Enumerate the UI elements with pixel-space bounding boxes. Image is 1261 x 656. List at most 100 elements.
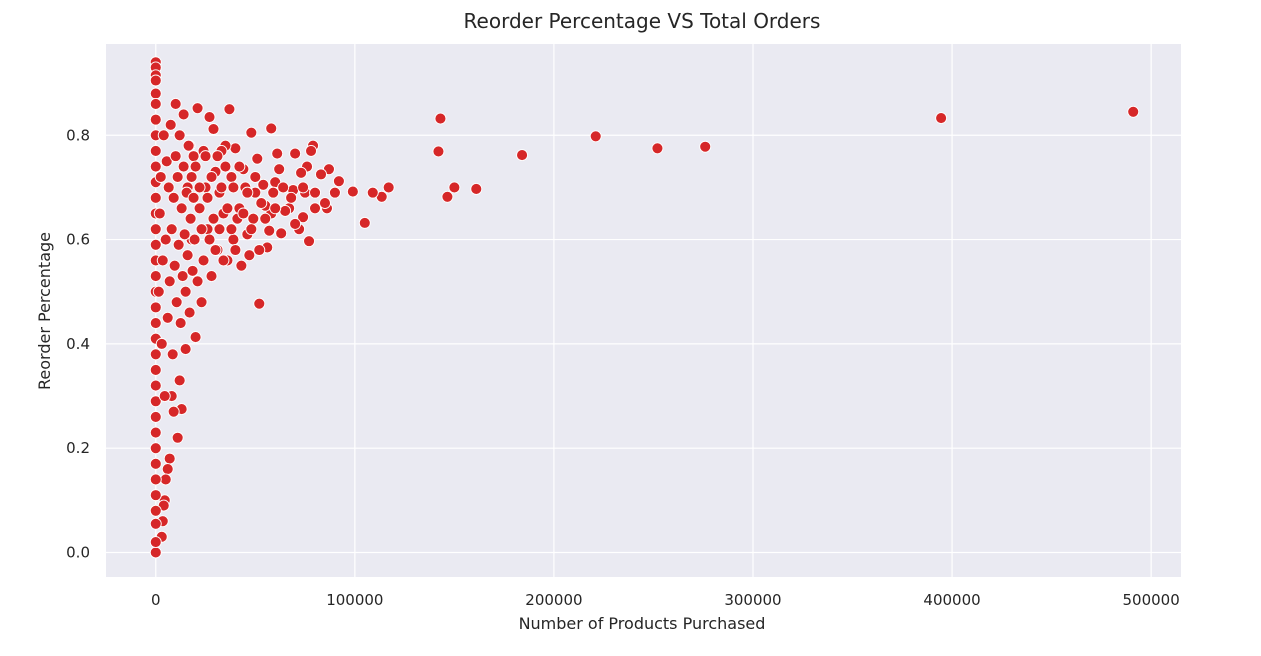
scatter-point [253, 244, 266, 256]
scatter-point [203, 111, 216, 123]
scatter-point [149, 223, 162, 236]
scatter-point [159, 233, 172, 246]
scatter-point [149, 270, 162, 283]
ticks-layer: 0 100000 200000 300000 400000 500000 0.0 0.2 0.4… [66, 126, 1180, 609]
scatter-point [295, 166, 308, 179]
scatter-point [166, 348, 179, 361]
scatter-point [289, 147, 302, 160]
scatter-point [241, 186, 254, 199]
scatter-point [149, 489, 162, 502]
scatter-point [149, 546, 162, 559]
scatter-point [289, 217, 302, 230]
scatter-point [149, 301, 162, 314]
scatter-point [179, 343, 192, 356]
scatter-point [328, 186, 341, 199]
x-tick-label: 500000 [1123, 591, 1180, 609]
scatter-point [205, 171, 218, 183]
scatter-point [158, 390, 171, 402]
scatter-point [170, 296, 183, 309]
scatter-point [259, 212, 272, 225]
scatter-point [173, 129, 186, 142]
y-tick-label: 0.8 [66, 126, 90, 144]
scatter-point [269, 202, 282, 215]
scatter-point [189, 331, 202, 344]
scatter-point [152, 285, 165, 298]
scatter-point [185, 171, 198, 183]
scatter-point [245, 126, 258, 139]
scatter-point [149, 504, 162, 517]
scatter-point [251, 152, 264, 165]
scatter-point [149, 364, 162, 376]
scatter-point [285, 191, 298, 204]
scatter-point [155, 337, 168, 350]
scatter-point [195, 296, 208, 309]
scatter-point [156, 254, 169, 267]
scatter-point [173, 374, 186, 387]
scatter-point [187, 191, 200, 204]
scatter-point [273, 163, 286, 176]
scatter-point [165, 223, 178, 236]
scatter-point [149, 410, 162, 423]
scatter-point [161, 311, 174, 324]
scatter-point [184, 212, 197, 225]
scatter-point [448, 181, 461, 194]
scatter-point [177, 108, 190, 121]
scatter-point [217, 254, 230, 267]
scatter-point [163, 275, 176, 288]
scatter-point [319, 197, 331, 210]
scatter-point [197, 254, 210, 267]
scatter-point [257, 178, 270, 191]
scatter-point [169, 98, 182, 110]
scatter-point [205, 270, 218, 283]
scatter-point [358, 216, 371, 229]
scatter-point [432, 145, 445, 158]
scatter-point [366, 186, 379, 199]
scatter-point [315, 168, 327, 181]
scatter-point [159, 473, 172, 486]
scatter-point [265, 122, 278, 135]
scatter-point [189, 160, 202, 173]
y-tick-label: 0.6 [66, 231, 90, 249]
scatter-point [245, 223, 258, 236]
scatter-point [149, 317, 162, 329]
x-tick-label: 100000 [326, 591, 383, 609]
scatter-point [516, 149, 529, 162]
scatter-point [332, 175, 345, 188]
scatter-point [309, 202, 321, 215]
scatter-point [172, 238, 185, 251]
points-layer [149, 56, 1140, 559]
scatter-point [249, 171, 262, 183]
scatter-point [169, 150, 182, 163]
scatter-point [181, 249, 194, 262]
scatter-point [149, 395, 162, 408]
scatter-point [149, 144, 162, 157]
scatter-point [203, 233, 216, 246]
scatter-point [209, 244, 222, 256]
scatter-point [255, 197, 268, 210]
scatter-point [149, 238, 162, 251]
y-tick-label: 0.0 [66, 543, 90, 561]
scatter-point [191, 102, 204, 115]
scatter-point [434, 112, 447, 125]
scatter-point [223, 103, 236, 116]
scatter-point [382, 181, 395, 194]
scatter-point [154, 171, 167, 183]
scatter-point [267, 186, 280, 199]
scatter-point [441, 190, 454, 203]
scatter-point [227, 181, 240, 194]
scatter-point [699, 140, 712, 153]
scatter-point [213, 223, 226, 236]
scatter-point [149, 536, 162, 549]
scatter-point [149, 348, 162, 361]
scatter-point [164, 118, 177, 131]
scatter-point [271, 147, 284, 160]
scatter-point [149, 473, 162, 486]
scatter-point [149, 457, 162, 470]
scatter-point [153, 207, 166, 220]
scatter-point [188, 233, 201, 246]
scatter-point [470, 183, 483, 195]
x-tick-label: 300000 [724, 591, 781, 609]
scatter-point [149, 426, 162, 439]
scatter-point [167, 191, 180, 204]
